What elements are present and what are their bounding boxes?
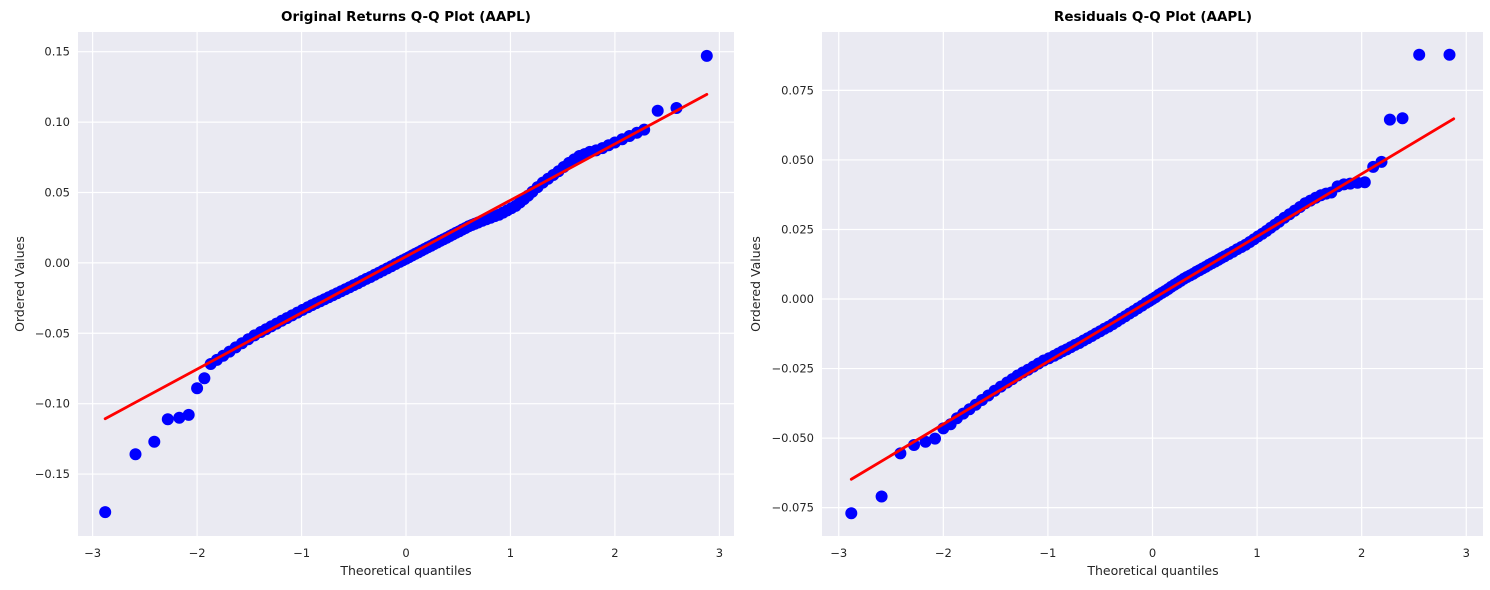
qq-point: [182, 408, 195, 421]
fit-line: [103, 92, 709, 421]
y-tick-label: −0.050: [771, 431, 814, 445]
qq-point: [129, 448, 142, 461]
x-tick-label: 2: [611, 546, 618, 560]
left-chart-ylabel: Ordered Values: [12, 236, 27, 332]
left-chart-xlabel: Theoretical quantiles: [339, 563, 471, 578]
left-chart-title: Original Returns Q-Q Plot (AAPL): [281, 9, 531, 25]
qq-point: [173, 411, 186, 424]
y-tick-label: −0.05: [35, 326, 70, 340]
right-chart-ylabel: Ordered Values: [748, 236, 763, 332]
qq-point: [191, 382, 204, 395]
qq-point: [919, 435, 932, 448]
qq-point: [651, 104, 664, 117]
y-tick-label: 0.025: [781, 222, 814, 236]
y-tick-label: 0.000: [781, 292, 814, 306]
y-tick-label: 0.00: [44, 256, 70, 270]
y-tick-label: −0.025: [771, 362, 814, 376]
right-chart-title: Residuals Q-Q Plot (AAPL): [1054, 9, 1252, 25]
x-tick-label: 3: [716, 546, 723, 560]
y-tick-label: −0.075: [771, 501, 814, 515]
x-tick-label: 0: [1149, 546, 1156, 560]
chart-0: −3 −2 −1 0 1 2 3 −0.15 −0.10 −0.05 0.00 0.05 0.10 0.1…: [35, 32, 734, 560]
y-tick-label: 0.15: [44, 45, 70, 59]
right-chart-xlabel: Theoretical quantiles: [1086, 563, 1218, 578]
chart-1-labels: Residuals Q-Q Plot (AAPL) Theoretical qu…: [748, 9, 1252, 578]
y-tick-label: 0.05: [44, 185, 70, 199]
qq-point: [875, 490, 888, 503]
qq-point: [148, 435, 161, 448]
qq-point: [1413, 48, 1426, 61]
x-tick-label: −1: [1039, 546, 1056, 560]
x-tick-label: −2: [935, 546, 952, 560]
x-tick-label: −3: [830, 546, 847, 560]
qq-point: [845, 507, 858, 520]
qq-point: [1358, 176, 1371, 189]
y-tick-label: 0.075: [781, 83, 814, 97]
qq-point: [1443, 48, 1456, 61]
x-tick-label: −3: [84, 546, 101, 560]
y-tick-label: −0.15: [35, 467, 70, 481]
qq-point: [1396, 112, 1409, 125]
chart-1: −3 −2 −1 0 1 2 3 −0.075 −0.050 −0.025 0.000 0.025 0.…: [771, 32, 1483, 560]
x-tick-label: 1: [1253, 546, 1260, 560]
qq-point: [929, 432, 941, 445]
fit-line: [849, 117, 1456, 481]
qq-point: [1383, 113, 1396, 126]
y-tick-label: −0.10: [35, 397, 70, 411]
x-tick-label: 1: [507, 546, 514, 560]
y-tick-label: 0.050: [781, 153, 814, 167]
qq-point: [700, 49, 713, 62]
chart-0-labels: Original Returns Q-Q Plot (AAPL) Theoret…: [12, 9, 531, 578]
qq-point: [161, 413, 174, 426]
y-tick-label: 0.10: [44, 115, 70, 129]
qq-point: [198, 372, 211, 385]
x-tick-label: 0: [402, 546, 409, 560]
x-tick-label: 2: [1358, 546, 1365, 560]
qq-point: [99, 506, 112, 519]
x-tick-label: 3: [1463, 546, 1470, 560]
x-tick-label: −2: [189, 546, 206, 560]
x-tick-label: −1: [293, 546, 310, 560]
